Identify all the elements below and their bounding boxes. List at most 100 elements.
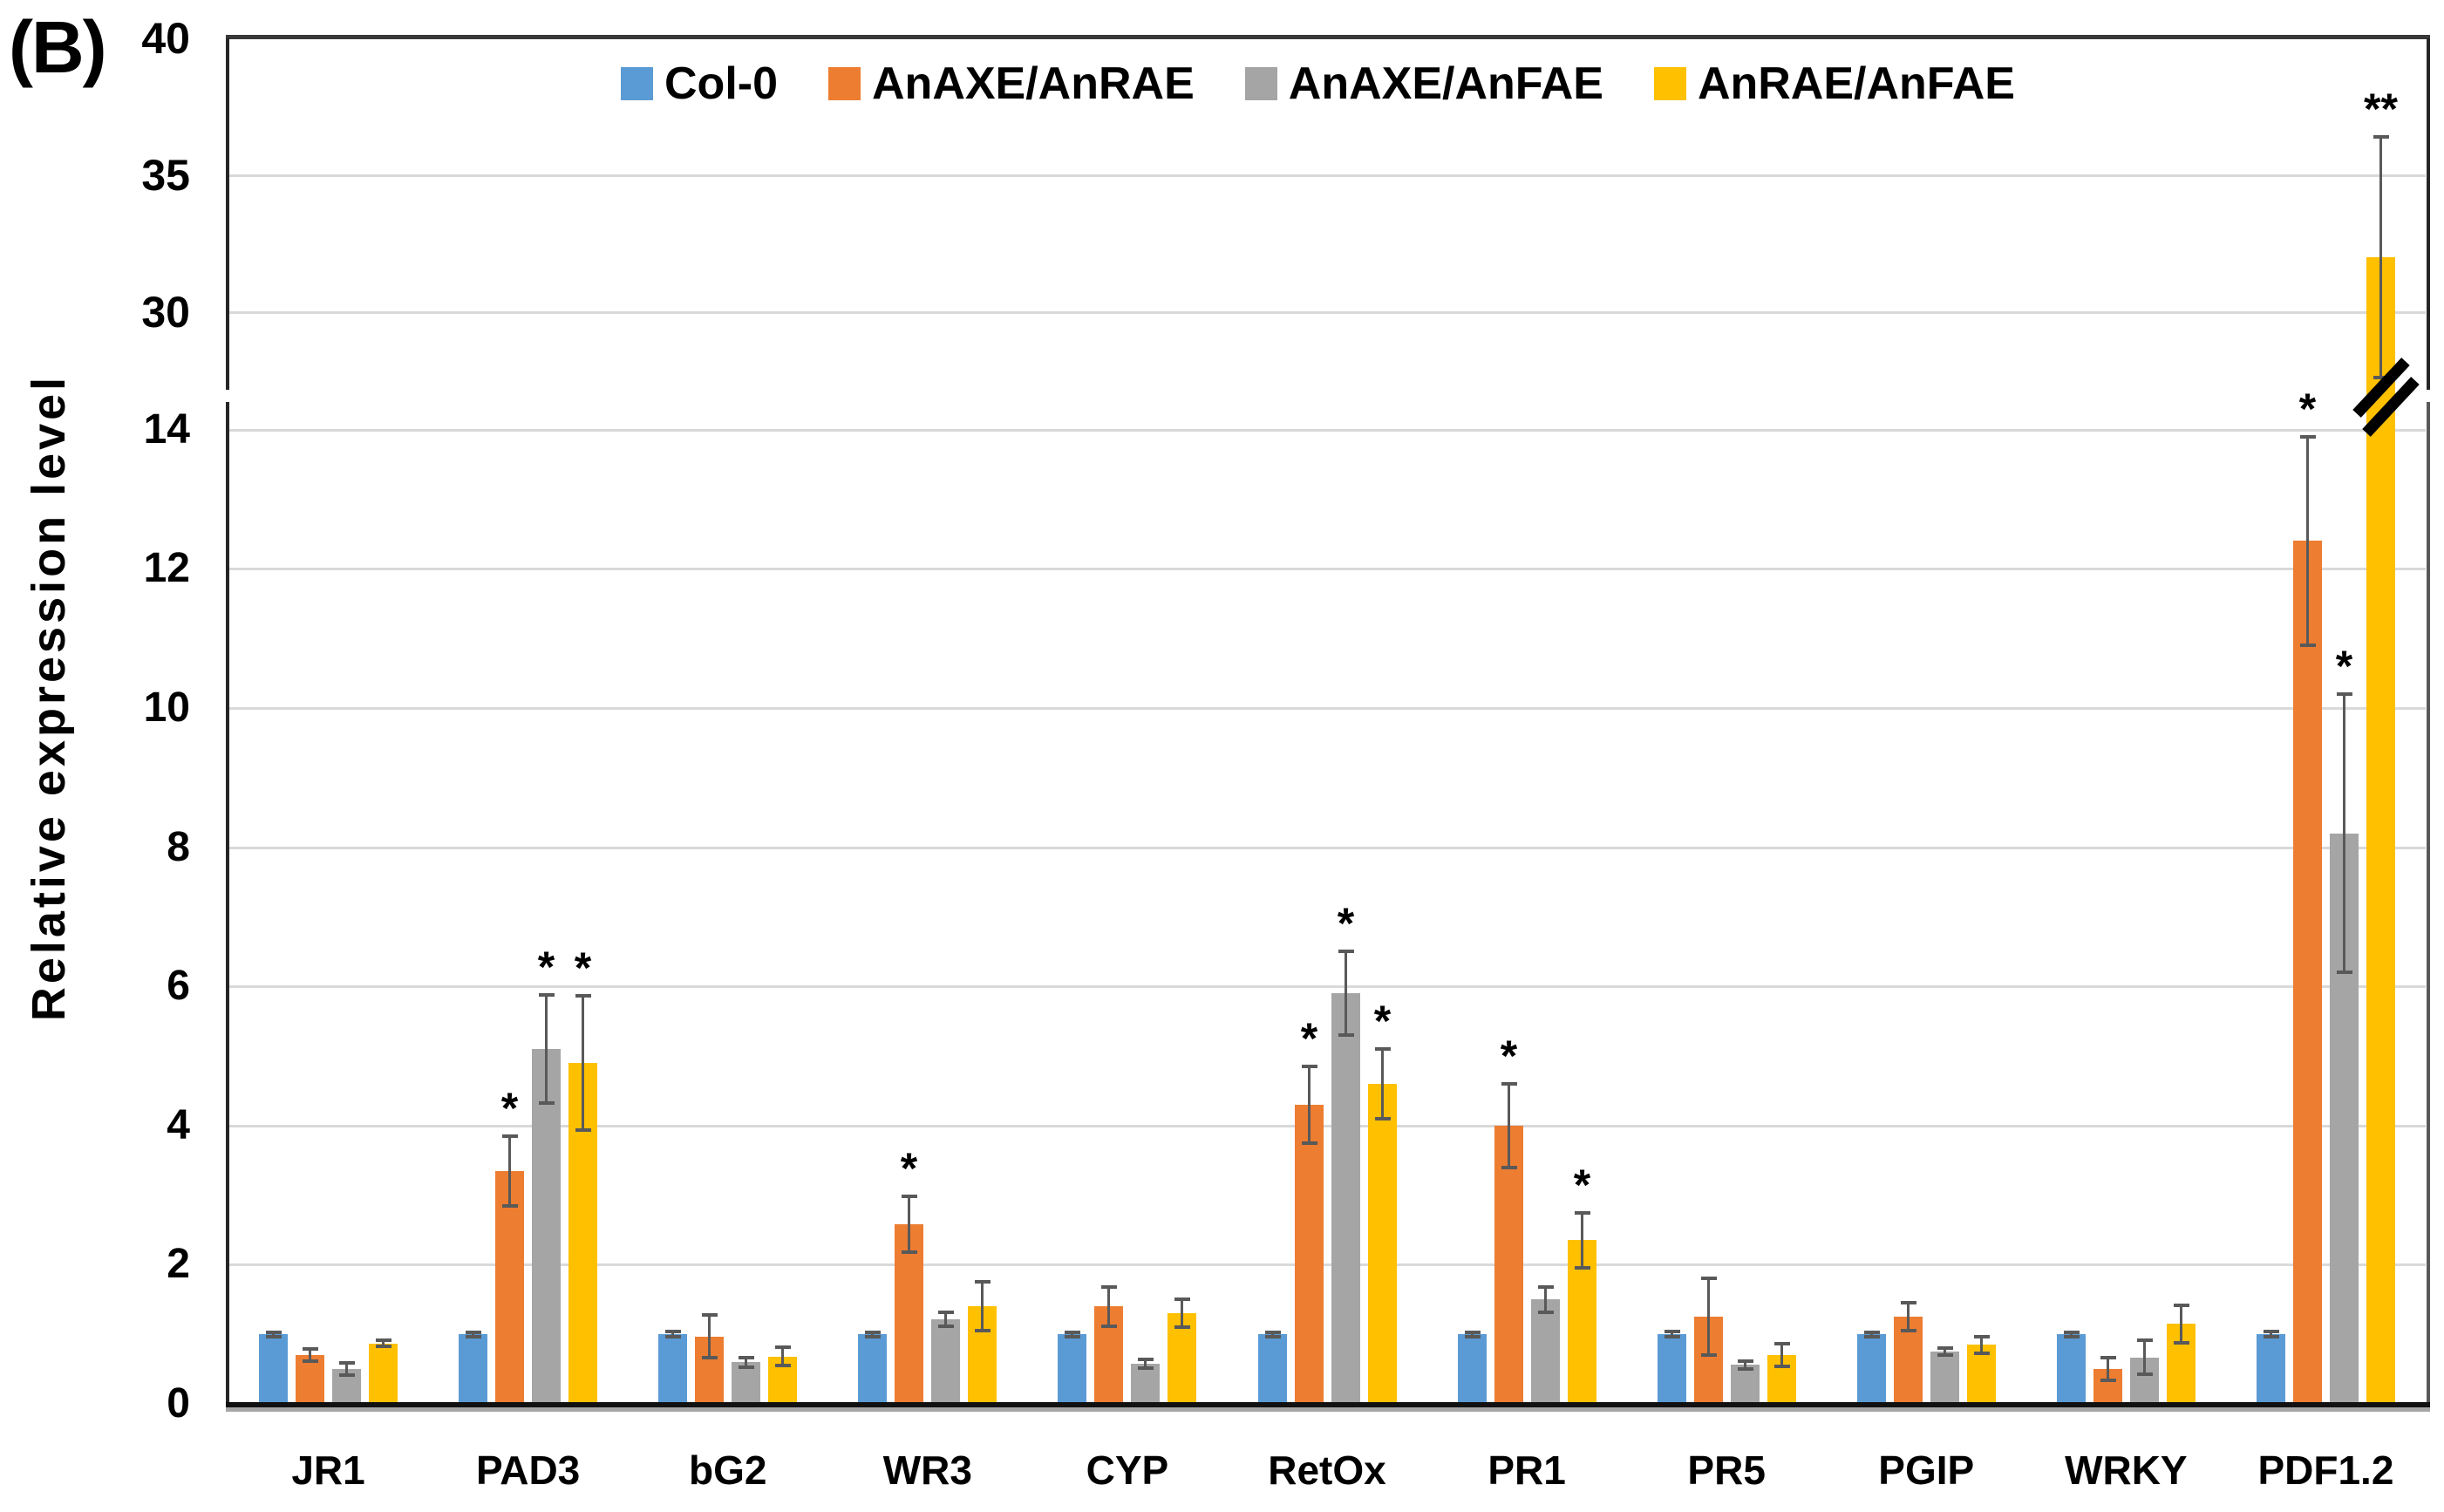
- error-bar-retox-col-0: [1271, 1332, 1274, 1337]
- bar-jr1-anaxe-anrae: [296, 1355, 324, 1404]
- error-bar-wr3-col-0: [871, 1332, 874, 1337]
- error-cap-bottom: [1064, 1334, 1080, 1338]
- error-bar-pdf1-2-anrae-anfae: [2379, 137, 2382, 378]
- x-label-wrky: WRKY: [2065, 1447, 2188, 1493]
- bar-pad3-anaxe-anfae: [532, 1049, 561, 1404]
- error-bar-retox-anrae-anfae: [1381, 1049, 1384, 1119]
- bar-wr3-col-0: [858, 1334, 887, 1404]
- error-cap-bottom: [465, 1334, 481, 1338]
- legend-item-anaxe-anrae: AnAXE/AnRAE: [828, 58, 1195, 110]
- significance-marker-pad3-anrae-anfae: *: [574, 943, 592, 992]
- error-cap-top: [974, 1280, 991, 1284]
- bar-pr5-col-0: [1658, 1334, 1686, 1404]
- error-cap-top: [2263, 1330, 2279, 1333]
- gridline-lower-6: [228, 985, 2426, 989]
- error-cap-top: [1264, 1330, 1281, 1334]
- y-tick-lower-14: 14: [143, 405, 190, 453]
- error-cap-bottom: [1574, 1266, 1590, 1270]
- error-cap-bottom: [1737, 1367, 1753, 1372]
- x-label-pgip: PGIP: [1878, 1447, 1975, 1493]
- error-cap-top: [1773, 1342, 1790, 1346]
- error-cap-bottom: [1537, 1310, 1554, 1314]
- error-cap-top: [1301, 1064, 1317, 1068]
- error-bar-wrky-anaxe-anrae: [2107, 1358, 2109, 1380]
- x-axis-baseline-shadow: [226, 1407, 2430, 1412]
- error-bar-wrky-col-0: [2070, 1332, 2073, 1337]
- lower-right-axis: [2427, 402, 2430, 1407]
- error-bar-pad3-anaxe-anfae: [545, 994, 548, 1104]
- legend-label: AnAXE/AnRAE: [872, 58, 1195, 109]
- significance-marker-retox-anaxe-anfae: *: [1337, 899, 1355, 949]
- significance-marker-wr3-anaxe-anrae: *: [900, 1144, 918, 1194]
- bar-pr1-anaxe-anrae: [1494, 1125, 1523, 1404]
- significance-marker-pr1-anrae-anfae: *: [1573, 1160, 1591, 1209]
- significance-marker-pdf1-2-anaxe-anrae: *: [2298, 384, 2317, 433]
- error-cap-bottom: [937, 1324, 954, 1328]
- x-label-bg2: bG2: [688, 1447, 767, 1493]
- y-tick-lower-0: 0: [167, 1380, 190, 1427]
- bar-pr1-anaxe-anfae: [1531, 1299, 1560, 1404]
- error-cap-bottom: [2063, 1334, 2080, 1338]
- error-cap-bottom: [1863, 1334, 1880, 1338]
- x-label-jr1: JR1: [291, 1447, 365, 1493]
- error-cap-top: [2373, 135, 2389, 140]
- legend-label: AnAXE/AnFAE: [1288, 58, 1603, 109]
- error-bar-pr1-anrae-anfae: [1581, 1212, 1583, 1269]
- legend-label: Col-0: [664, 58, 778, 109]
- error-bar-pr1-anaxe-anfae: [1544, 1286, 1547, 1312]
- error-cap-bottom: [265, 1334, 282, 1338]
- error-cap-top: [1064, 1330, 1080, 1334]
- error-bar-cyp-anrae-anfae: [1181, 1299, 1183, 1328]
- bar-pgip-col-0: [1857, 1334, 1886, 1404]
- bar-pr1-col-0: [1458, 1334, 1487, 1404]
- error-cap-top: [1374, 1047, 1391, 1052]
- error-cap-top: [501, 1134, 518, 1138]
- legend-swatch-orange: [828, 67, 861, 100]
- error-cap-bottom: [2173, 1340, 2189, 1345]
- legend-item-anrae-anfae: AnRAE/AnFAE: [1653, 58, 2015, 110]
- error-bar-pr5-anrae-anfae: [1780, 1344, 1783, 1366]
- error-cap-top: [1338, 950, 1354, 954]
- error-cap-top: [1863, 1330, 1880, 1334]
- error-bar-bg2-col-0: [671, 1332, 674, 1338]
- error-bar-jr1-anrae-anfae: [382, 1340, 385, 1346]
- error-cap-top: [664, 1330, 681, 1333]
- error-cap-bottom: [2136, 1372, 2153, 1377]
- error-cap-top: [465, 1330, 481, 1334]
- error-cap-top: [901, 1195, 917, 1199]
- bar-pad3-anaxe-anrae: [495, 1170, 524, 1404]
- legend-swatch-yellow: [1653, 67, 1686, 100]
- error-cap-bottom: [2373, 376, 2389, 380]
- error-cap-bottom: [864, 1334, 881, 1338]
- error-bar-pr5-col-0: [1671, 1332, 1673, 1338]
- legend-label: AnRAE/AnFAE: [1697, 58, 2015, 109]
- error-bar-pgip-col-0: [1870, 1332, 1873, 1337]
- error-cap-top: [1464, 1330, 1481, 1334]
- error-bar-retox-anaxe-anrae: [1308, 1066, 1311, 1143]
- bar-retox-anrae-anfae: [1368, 1083, 1397, 1404]
- y-tick-lower-2: 2: [167, 1241, 190, 1288]
- error-cap-top: [1574, 1210, 1590, 1215]
- error-cap-top: [302, 1346, 318, 1351]
- error-bar-jr1-anaxe-anrae: [309, 1348, 311, 1362]
- error-bar-pgip-anrae-anfae: [1980, 1336, 1983, 1353]
- gridline-upper-30: [228, 311, 2426, 314]
- legend-item-col-0: Col-0: [621, 58, 778, 110]
- error-bar-pr1-anaxe-anrae: [1508, 1083, 1510, 1168]
- error-cap-bottom: [1664, 1335, 1680, 1339]
- x-axis-baseline: [226, 1402, 2430, 1407]
- significance-marker-pr1-anaxe-anrae: *: [1500, 1031, 1518, 1080]
- bar-retox-anaxe-anfae: [1331, 993, 1360, 1404]
- x-label-cyp: CYP: [1086, 1447, 1169, 1493]
- error-bar-pr5-anaxe-anrae: [1707, 1278, 1710, 1356]
- error-cap-top: [1973, 1334, 1990, 1338]
- error-cap-bottom: [1137, 1366, 1154, 1370]
- gridline-upper-35: [228, 174, 2426, 177]
- significance-marker-pad3-anaxe-anfae: *: [537, 942, 555, 991]
- bar-pgip-anaxe-anfae: [1930, 1352, 1959, 1404]
- error-cap-top: [2136, 1338, 2153, 1342]
- bar-cyp-anaxe-anfae: [1131, 1363, 1160, 1404]
- bar-bg2-anaxe-anfae: [732, 1362, 760, 1404]
